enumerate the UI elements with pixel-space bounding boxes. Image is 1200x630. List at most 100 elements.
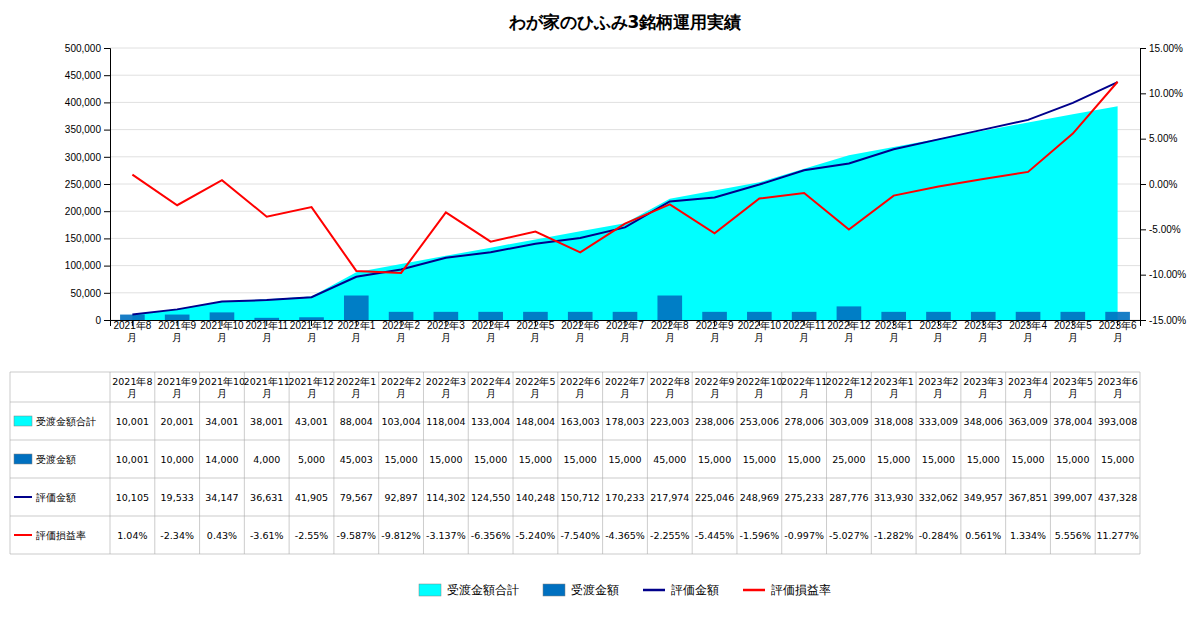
table-header: 2023年1月	[874, 376, 914, 399]
table-line	[1005, 372, 1006, 554]
tick-label: 350,000	[65, 124, 102, 135]
table-cell: 79,567	[340, 492, 373, 503]
table-header: 2021年11月	[244, 376, 290, 399]
table-cell: -9.587%	[336, 530, 376, 541]
tick: 0.00%	[1140, 179, 1177, 190]
tick-mark	[104, 102, 110, 103]
table-cell: 287,776	[829, 492, 868, 503]
table-cell: 5.556%	[1055, 530, 1091, 541]
chart: わが家のひふみ3銘柄運用実績050,000100,000150,000200,0…	[0, 0, 1200, 630]
tick-label: 250,000	[65, 179, 102, 190]
table-cell: 253,006	[740, 416, 779, 427]
y-axis: 050,000100,000150,000200,000250,000300,0…	[65, 43, 111, 326]
table-line	[10, 478, 1140, 479]
table-header: 2022年12月	[826, 376, 872, 399]
tick-mark	[104, 75, 110, 76]
table-line	[602, 372, 603, 554]
table-cell: 1.04%	[117, 530, 147, 541]
table-cell: 14,000	[205, 454, 238, 465]
table-cell: -6.356%	[471, 530, 511, 541]
bar	[1105, 312, 1130, 320]
tick-mark	[1140, 229, 1146, 230]
plot-area	[120, 82, 1130, 320]
tick-mark	[104, 184, 110, 185]
tick-label: 300,000	[65, 152, 102, 163]
tick: 2023年4月	[1009, 320, 1047, 343]
tick: 250,000	[65, 179, 110, 190]
tick-label: 0	[95, 315, 101, 326]
tick-mark	[1140, 275, 1146, 276]
table-cell: 15,000	[1011, 454, 1044, 465]
table-cell: -1.282%	[874, 530, 914, 541]
table-cell: 38,001	[250, 416, 283, 427]
tick-label: 500,000	[65, 43, 102, 54]
bar	[971, 312, 996, 320]
table-cell: 0.43%	[207, 530, 237, 541]
bar	[792, 312, 817, 320]
table-cell: 399,007	[1053, 492, 1092, 503]
table-header: 2023年3月	[963, 376, 1003, 399]
tick-label: 2023年5月	[1054, 320, 1092, 343]
table-cell: 15,000	[429, 454, 462, 465]
bar	[568, 312, 593, 320]
tick-label: 2022年1月	[337, 320, 375, 343]
legend-item: 評価損益率	[743, 583, 831, 597]
tick-label: -5.00%	[1149, 224, 1181, 235]
tick-label: 2022年3月	[427, 320, 465, 343]
axis-line	[104, 49, 111, 321]
tick-label: 10.00%	[1149, 88, 1183, 99]
table-cell: 45,000	[653, 454, 686, 465]
table-cell: 36,631	[250, 492, 283, 503]
table-cell: 150,712	[561, 492, 600, 503]
table-cell: 367,851	[1008, 492, 1047, 503]
tick: 150,000	[65, 233, 110, 244]
bar	[389, 312, 414, 320]
table-cell: 20,001	[161, 416, 194, 427]
grid-line	[110, 102, 1140, 103]
legend-swatch	[419, 584, 441, 596]
tick-label: 2021年10月	[200, 320, 244, 343]
tick-label: 2022年5月	[517, 320, 555, 343]
table-line	[10, 372, 11, 554]
table-cell: 114,302	[426, 492, 465, 503]
tick: 2021年10月	[200, 320, 244, 343]
table-line	[692, 372, 693, 554]
tick: 2023年1月	[875, 320, 913, 343]
tick: 2022年1月	[337, 320, 375, 343]
table-cell: 15,000	[564, 454, 597, 465]
table-line	[647, 372, 648, 554]
tick-label: 2021年12月	[290, 320, 334, 343]
grid-line	[110, 48, 1140, 49]
table-cell: -7.540%	[560, 530, 600, 541]
table-line	[289, 372, 290, 554]
legend-item: 受渡金額合計	[419, 583, 519, 597]
table-cell: 15,000	[877, 454, 910, 465]
table-header: 2021年8月	[112, 376, 152, 399]
table-line	[513, 372, 514, 554]
table-cell: 118,004	[426, 416, 465, 427]
tick-label: 2023年6月	[1099, 320, 1137, 343]
table-cell: -2.34%	[160, 530, 194, 541]
table-header: 2022年11月	[781, 376, 827, 399]
table-cell: -1.596%	[740, 530, 780, 541]
legend-swatch	[543, 584, 565, 596]
bar	[881, 312, 906, 320]
tick: 50,000	[70, 288, 110, 299]
tick-label: 100,000	[65, 260, 102, 271]
tick: 2022年11月	[783, 320, 826, 343]
tick-mark	[104, 130, 110, 131]
table-cell: 140,248	[516, 492, 555, 503]
table-header: 2022年10月	[736, 376, 782, 399]
table-cell: 15,000	[1056, 454, 1089, 465]
tick-label: 2022年4月	[472, 320, 510, 343]
tick: 100,000	[65, 260, 110, 271]
legend-label: 評価損益率	[771, 583, 831, 597]
table-swatch	[14, 534, 32, 536]
table-cell: 170,233	[605, 492, 644, 503]
table-cell: 10,105	[116, 492, 149, 503]
table-cell: 25,000	[832, 454, 865, 465]
table-line	[826, 372, 827, 554]
legend-item: 受渡金額	[543, 583, 619, 597]
table-cell: 378,004	[1053, 416, 1092, 427]
tick-label: 2022年2月	[382, 320, 420, 343]
